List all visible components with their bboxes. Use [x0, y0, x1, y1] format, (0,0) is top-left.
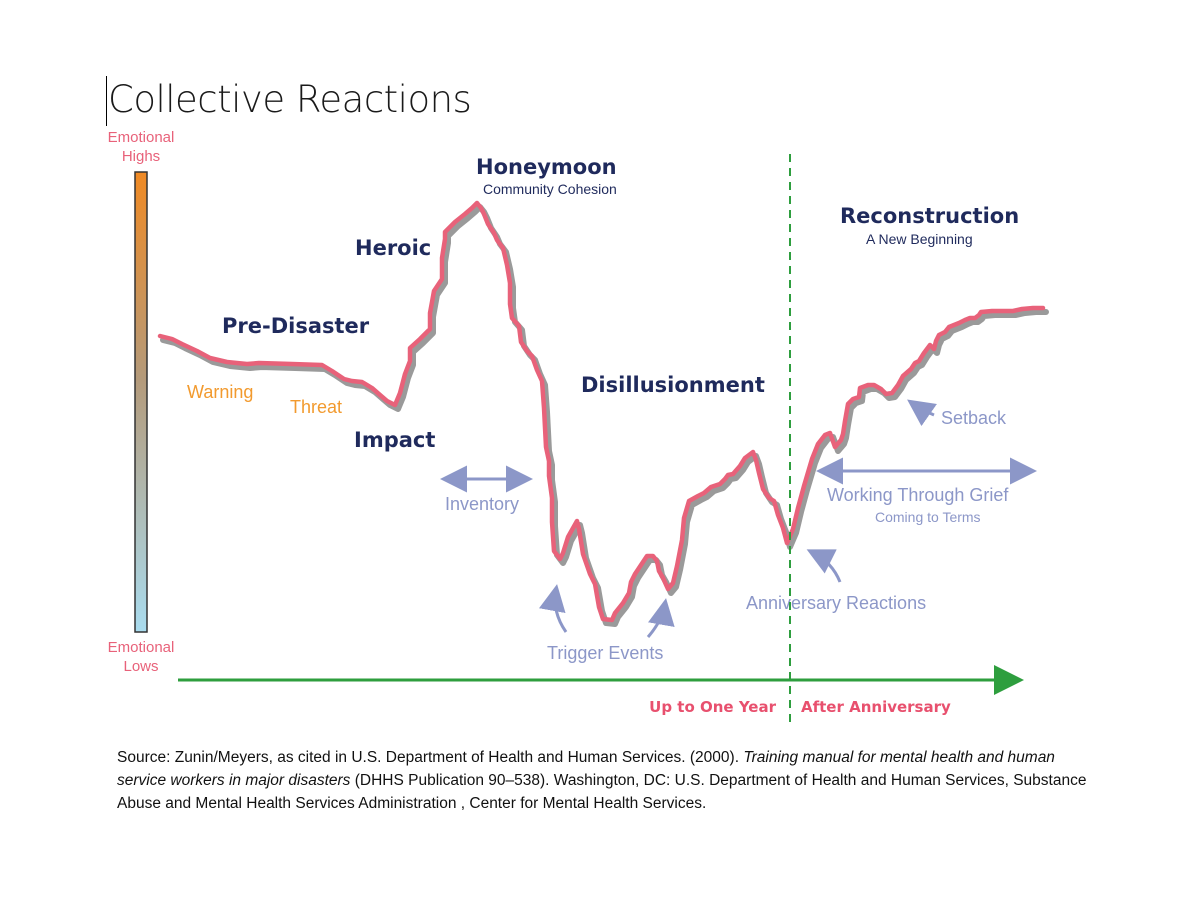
- timeline-up-to-one-year: Up to One Year: [649, 698, 776, 716]
- phase-reconstruction-sub: A New Beginning: [866, 231, 973, 247]
- source-citation: Source: Zunin/Meyers, as cited in U.S. D…: [117, 746, 1097, 815]
- reaction-curve: [157, 200, 1046, 623]
- annotation-working-through-grief: Working Through Grief: [827, 485, 1009, 505]
- phase-heroic: Heroic: [355, 236, 431, 260]
- annotation-coming-to-terms: Coming to Terms: [875, 509, 981, 525]
- annotation-setback: Setback: [941, 408, 1007, 428]
- timeline-after-anniversary: After Anniversary: [801, 698, 951, 716]
- setback-arrow: [907, 399, 937, 427]
- emotional-scale-bar: [134, 171, 148, 633]
- trigger-arrow-left: [538, 584, 568, 633]
- source-prefix: Source: Zunin/Meyers, as cited in U.S. D…: [117, 749, 744, 766]
- phase-impact: Impact: [354, 428, 435, 452]
- phase-honeymoon-sub: Community Cohesion: [483, 181, 617, 197]
- annotation-inventory: Inventory: [445, 494, 519, 514]
- text-cursor: [106, 76, 107, 126]
- anniversary-arrow: [806, 549, 842, 583]
- source-title: Training manual for mental health and hu…: [117, 749, 1055, 789]
- source-suffix: (DHHS Publication 90–538). Washington, D…: [117, 772, 1087, 812]
- scale-top-line2: Highs: [122, 148, 160, 165]
- trigger-arrow-right: [646, 598, 675, 638]
- marker-threat: Threat: [290, 397, 342, 417]
- phase-reconstruction: Reconstruction: [840, 204, 1019, 228]
- phase-disillusionment: Disillusionment: [581, 373, 765, 397]
- scale-bottom-line1: Emotional: [108, 639, 175, 656]
- phase-pre-disaster: Pre-Disaster: [222, 314, 370, 338]
- marker-warning: Warning: [187, 382, 253, 402]
- reaction-curve-shadow: [160, 204, 1049, 627]
- annotation-anniversary-reactions: Anniversary Reactions: [746, 593, 926, 613]
- phase-honeymoon: Honeymoon: [476, 155, 617, 179]
- slide-title: Collective Reactions: [108, 78, 472, 121]
- scale-top-line1: Emotional: [108, 129, 175, 146]
- annotation-trigger-events: Trigger Events: [547, 643, 663, 663]
- scale-bottom-line2: Lows: [123, 658, 158, 675]
